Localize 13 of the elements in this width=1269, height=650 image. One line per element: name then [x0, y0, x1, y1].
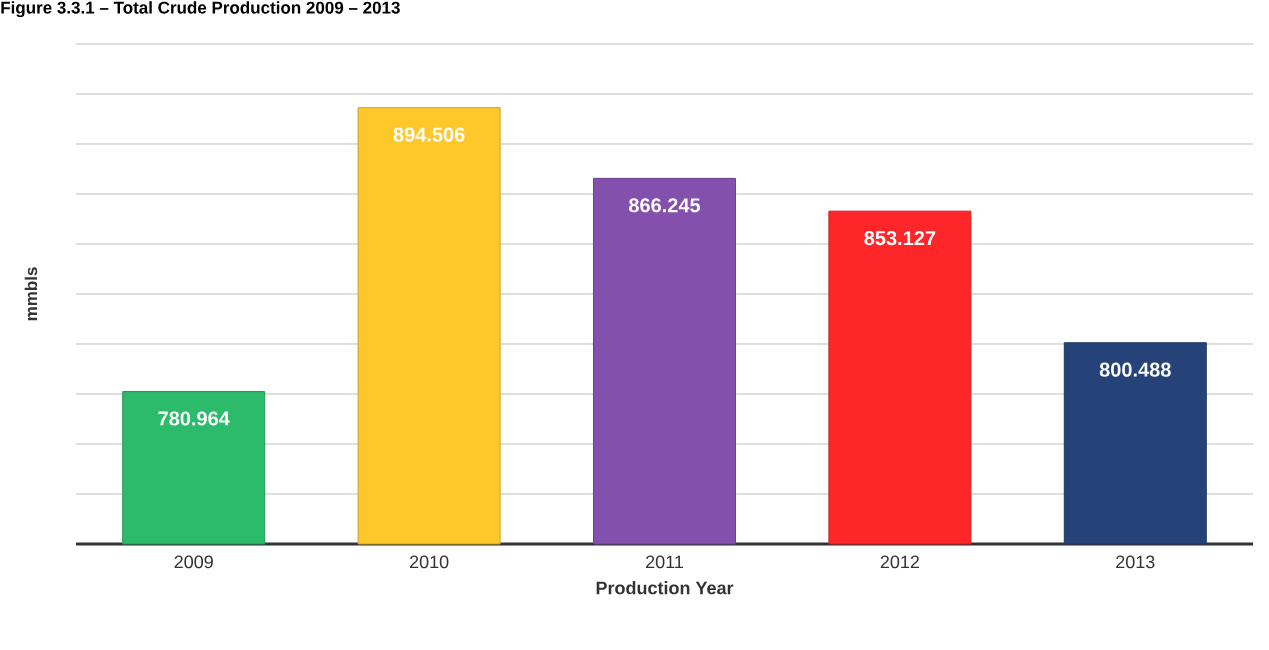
data-label: 780.964: [158, 411, 230, 426]
x-tick-label: 2011: [646, 555, 683, 569]
x-tick-label: 2010: [409, 555, 449, 569]
data-label: 866.245: [628, 198, 701, 213]
x-axis-title: Production Year: [596, 581, 734, 595]
data-label: 894.506: [393, 127, 465, 142]
x-tick-label: 2013: [1116, 555, 1155, 569]
chart-title: Figure 3.3.1 – Total Crude Production 2009 – 2013: [1, 1, 400, 18]
x-tick-label: 2012: [880, 555, 920, 569]
x-tick-label: 2009: [174, 555, 213, 569]
data-label: 853.127: [864, 231, 936, 246]
data-label: 800.488: [1099, 362, 1171, 377]
y-axis-title: mmbls: [24, 267, 38, 321]
